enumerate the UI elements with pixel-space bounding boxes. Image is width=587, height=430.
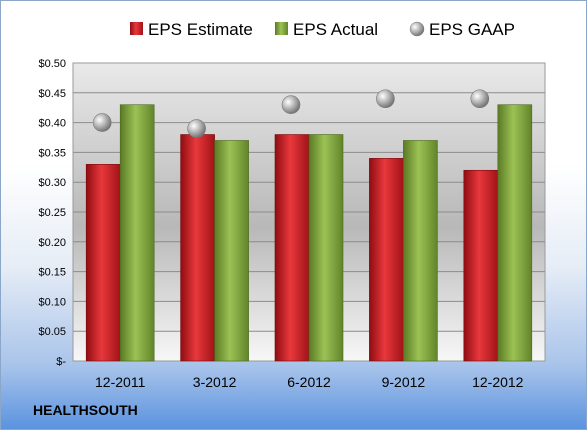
x-tick-label: 12-2012: [472, 374, 524, 390]
y-tick-label: $0.15: [38, 267, 66, 279]
marker-eps-gaap: [92, 113, 112, 132]
legend-swatch-eps-gaap: [409, 21, 425, 37]
bar-eps-actual: [497, 104, 533, 362]
marker-eps-gaap: [187, 119, 206, 138]
legend-swatch-eps-actual: [275, 22, 288, 35]
marker-eps-gaap: [281, 95, 301, 115]
bar-eps-estimate: [274, 134, 310, 362]
legend-label: EPS GAAP: [429, 20, 515, 39]
y-tick-label: $0.05: [38, 326, 66, 338]
y-tick-label: $0.40: [38, 118, 66, 130]
y-tick-label: $0.30: [38, 177, 66, 189]
x-tick-label: 3-2012: [193, 374, 237, 390]
y-tick-label: $0.10: [38, 296, 66, 308]
y-tick-label: $0.20: [38, 237, 66, 249]
x-axis-ticks: 12-2011 3-2012 6-2012 9-2012 12-2012: [95, 374, 524, 390]
legend: EPS Estimate EPS Actual EPS GAAP: [130, 20, 515, 39]
y-tick-label: $0.45: [38, 88, 66, 100]
y-tick-label: $0.35: [38, 147, 66, 159]
marker-eps-gaap: [470, 89, 490, 109]
bar-eps-estimate: [369, 158, 404, 362]
bars: [85, 104, 533, 362]
y-tick-label: $0.50: [38, 58, 66, 70]
legend-swatch-eps-estimate: [130, 22, 143, 35]
y-axis-ticks: $- $0.05 $0.10 $0.15 $0.20 $0.25 $0.30 $0.35 $0.…: [38, 58, 66, 368]
bar-eps-estimate: [463, 169, 499, 362]
legend-label: EPS Actual: [293, 20, 378, 39]
gaap-markers: [92, 89, 490, 138]
y-tick-label: $-: [56, 356, 66, 368]
legend-label: EPS Estimate: [148, 20, 253, 39]
x-tick-label: 12-2011: [95, 374, 146, 390]
bar-eps-estimate: [180, 134, 215, 362]
bar-eps-actual: [119, 104, 155, 362]
bar-eps-actual: [308, 134, 344, 362]
marker-eps-gaap: [376, 89, 395, 109]
company-name: HEALTHSOUTH: [33, 402, 138, 418]
bar-eps-estimate: [85, 164, 121, 362]
bar-eps-actual: [214, 140, 249, 362]
bar-eps-actual: [403, 140, 438, 362]
y-tick-label: $0.25: [38, 207, 66, 219]
x-tick-label: 9-2012: [382, 374, 426, 390]
x-tick-label: 6-2012: [287, 374, 331, 390]
